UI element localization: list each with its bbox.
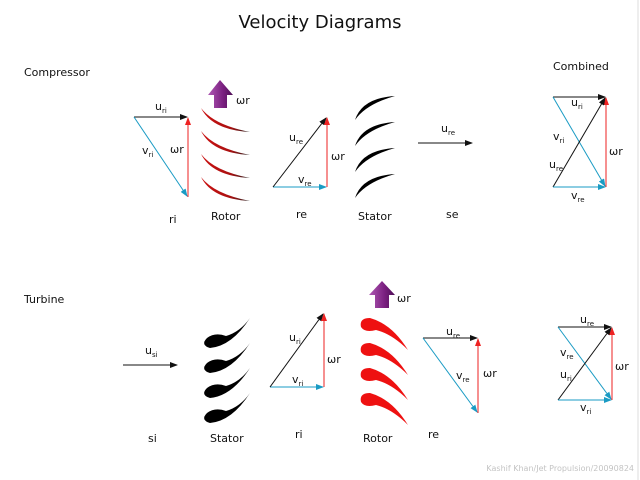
stator-caption: Stator (358, 210, 392, 223)
u-ri-vector (269, 313, 324, 388)
blade (360, 318, 408, 350)
v-re-label: vre (571, 189, 585, 204)
blade (204, 318, 250, 348)
v-ri-label: vri (142, 144, 153, 159)
compressor-se: ure se (418, 122, 473, 221)
u-ri-vector (557, 327, 612, 401)
wr-label: ωr (170, 143, 184, 156)
u-re-label: ure (446, 325, 460, 340)
rotor-wr-label: ωr (397, 292, 411, 305)
blade (360, 368, 408, 400)
re-caption: re (296, 208, 307, 221)
ri-caption: ri (169, 213, 177, 226)
v-re-label: vre (298, 173, 312, 188)
blade (355, 96, 395, 120)
compressor-heading: Compressor (24, 66, 90, 79)
v-re-vector (422, 337, 478, 413)
compressor-rotor: ωr Rotor (201, 80, 250, 223)
turbine-rotor: ωr Rotor (360, 281, 411, 445)
turbine-combined: ure vre uri vri ωr (557, 313, 629, 416)
turbine-ri-triangle: uri vri ωr ri (269, 313, 341, 441)
re-caption: re (428, 428, 439, 441)
blade (201, 108, 250, 132)
rotor-caption: Rotor (363, 432, 393, 445)
v-ri-vector (552, 96, 606, 187)
u-re-label: ure (549, 158, 563, 173)
page-title: Velocity Diagrams (239, 12, 402, 33)
rotor-caption: Rotor (211, 210, 241, 223)
rotor-wr-label: ωr (236, 94, 250, 107)
v-ri-label: vri (553, 130, 564, 145)
blade (201, 131, 250, 155)
stator-blades (355, 96, 395, 198)
blade (204, 393, 250, 423)
v-ri-label: vri (580, 401, 591, 416)
blade (355, 122, 395, 146)
turbine-section: Turbine usi si Stator uri vri ωr ri ωr R… (23, 281, 629, 445)
stator-caption: Stator (210, 432, 244, 445)
wr-label: ωr (331, 150, 345, 163)
se-caption: se (446, 208, 459, 221)
wr-label: ωr (327, 353, 341, 366)
compressor-stator: Stator (355, 96, 395, 223)
turbine-heading: Turbine (23, 293, 65, 306)
blade (204, 343, 250, 373)
compressor-combined: uri vri ure vre ωr (549, 94, 623, 204)
rotor-blades (360, 318, 408, 425)
wr-label: ωr (483, 367, 497, 380)
si-caption: si (148, 432, 157, 445)
turbine-re-triangle: ure vre ωr re (422, 325, 497, 441)
blade (201, 177, 250, 201)
blade (355, 148, 395, 172)
u-ri-label: uri (155, 100, 167, 115)
u-ri-label: uri (289, 331, 301, 346)
u-ri-label: uri (560, 368, 572, 383)
compressor-ri-triangle: uri vri ωr ri (133, 100, 191, 226)
u-ri-label: uri (571, 96, 583, 111)
blade (360, 393, 408, 425)
blade (201, 154, 250, 178)
ri-caption: ri (295, 428, 303, 441)
u-re-vector (272, 117, 327, 188)
blade (360, 343, 408, 375)
wr-label: ωr (609, 145, 623, 158)
u-re-label: ure (441, 122, 455, 137)
wr-label: ωr (615, 360, 629, 373)
watermark: Kashif Khan/Jet Propulsion/20090824 (486, 464, 634, 473)
turbine-stator: Stator (204, 318, 250, 445)
rotation-arrow-icon (208, 80, 233, 108)
v-re-vector (557, 326, 612, 400)
u-re-vector (552, 97, 606, 188)
compressor-re-triangle: ure vre ωr re (272, 117, 345, 221)
u-si-label: usi (145, 344, 158, 359)
v-ri-vector (133, 116, 188, 197)
rotor-blades (201, 108, 250, 201)
v-re-label: vre (456, 369, 470, 384)
stator-blades (204, 318, 250, 423)
rotation-arrow-icon (369, 281, 395, 308)
v-ri-label: vri (292, 373, 303, 388)
v-re-label: vre (560, 346, 574, 361)
turbine-si: usi si (123, 344, 178, 445)
compressor-section: Compressor Combined uri vri ωr ri ωr Rot… (24, 60, 623, 226)
u-re-label: ure (580, 313, 594, 328)
combined-heading: Combined (553, 60, 609, 73)
blade (355, 174, 395, 198)
blade (204, 368, 250, 398)
u-re-label: ure (289, 131, 303, 146)
